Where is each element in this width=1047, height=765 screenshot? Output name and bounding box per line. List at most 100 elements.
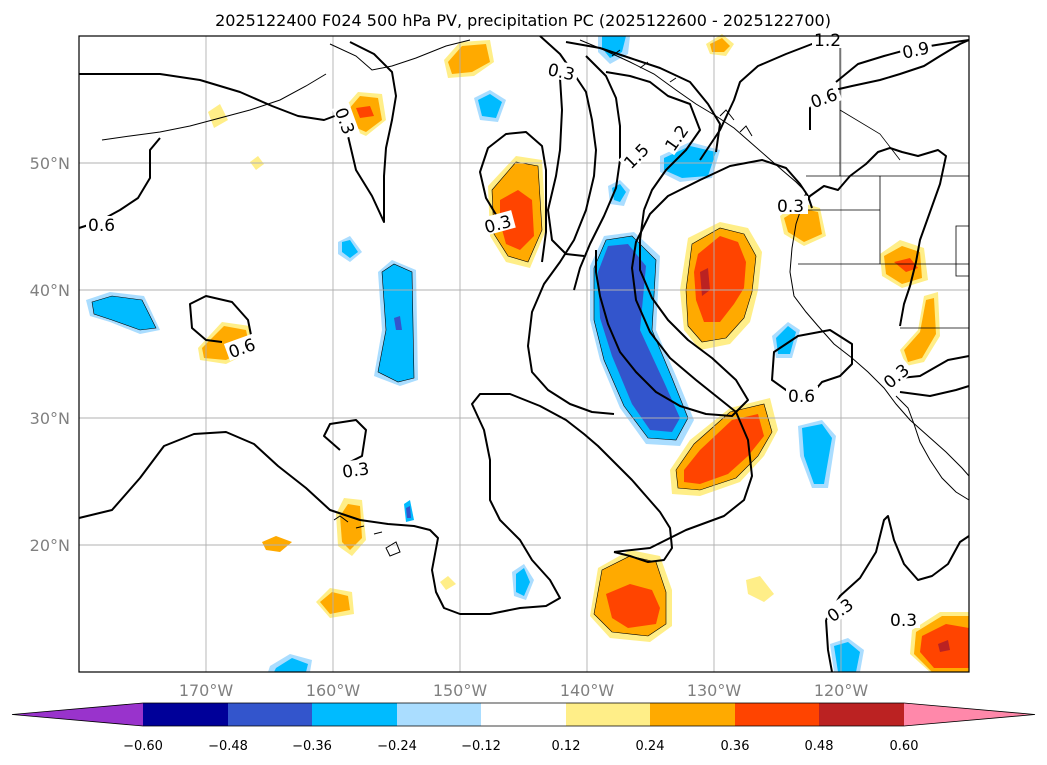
precip-positive-area [938, 640, 950, 652]
precip-outline [685, 227, 757, 343]
precip-outline [675, 403, 773, 491]
clabel-bg [888, 610, 920, 628]
precip-positive-area [606, 584, 660, 628]
lat-axis-labels: 50°N 40°N 30°N 20°N [30, 154, 70, 555]
precip-positive-area [440, 576, 456, 590]
colorbar-tick-label: −0.60 [123, 739, 163, 754]
clabel-bg [821, 592, 859, 626]
coastline-aleutians [101, 73, 327, 141]
pv-contour-1.2 [699, 39, 831, 161]
contour-label: 1.2 [814, 31, 841, 51]
precip-negative-area [802, 424, 832, 484]
border-canada-provinces [839, 36, 901, 176]
precip-shading [86, 34, 969, 672]
precip-positive-area [746, 576, 774, 602]
precip-positive-area [320, 592, 350, 614]
colorbar-tick-label: 0.60 [890, 739, 919, 754]
lat-label: 50°N [30, 154, 70, 173]
lon-label: 130°W [687, 681, 742, 700]
coastline-baja [895, 395, 970, 501]
clabel-bg [812, 30, 846, 48]
pv-contour-1.2 [573, 55, 621, 291]
clabel-bg [86, 216, 118, 234]
pv-contour-0.3 [339, 41, 397, 223]
coastline-hawaii [333, 515, 401, 557]
precip-positive-area [356, 106, 374, 118]
precip-negative-area [598, 244, 680, 432]
pv-contour-0.3 [78, 393, 673, 615]
lon-label: 120°W [814, 681, 869, 700]
pv-contour-0.3 [479, 131, 547, 263]
pv-contour-0.3 [323, 419, 367, 467]
pv-contour-0.9 [565, 41, 721, 153]
contour-label: 0.6 [788, 387, 815, 407]
colorbar-segment [819, 703, 904, 726]
lon-label: 170°W [179, 681, 234, 700]
pv-contour-1.2 [595, 209, 749, 417]
pv-contours [78, 35, 970, 673]
precip-outline [91, 295, 157, 331]
clabel-bg [480, 210, 516, 236]
precip-positive-area [784, 208, 822, 242]
precip-negative-area [834, 642, 860, 672]
clabel-bg [786, 386, 818, 404]
colorbar-extension-low [12, 703, 143, 726]
lon-axis-labels: 170°W 160°W 150°W 140°W 130°W 120°W [179, 681, 869, 700]
clabel-bg [898, 36, 934, 62]
colorbar-tick-label: −0.24 [377, 739, 417, 754]
colorbar-tick-label: −0.48 [208, 739, 248, 754]
precip-negative-area [516, 568, 530, 596]
precip-negative-area [394, 316, 402, 330]
contour-label: 0.3 [341, 459, 371, 483]
figure-title: 2025122400 F024 500 hPa PV, precipitatio… [215, 11, 831, 30]
colorbar-tick-label: 0.36 [721, 739, 750, 754]
colorbar-segments [143, 703, 904, 726]
colorbar-tick-label: 0.12 [552, 739, 581, 754]
clabel-bg [776, 196, 808, 214]
lon-label: 140°W [560, 681, 615, 700]
colorbar-segment [650, 703, 735, 726]
colorbar-segment [143, 703, 228, 726]
pv-contour-0.3 [899, 385, 970, 397]
colorbar-segment [397, 703, 481, 726]
colorbar-segment [228, 703, 312, 726]
colorbar-extension-high [904, 703, 1035, 726]
lat-label: 30°N [30, 409, 70, 428]
clabel-bg [805, 83, 843, 111]
clabel-bg [659, 118, 693, 156]
precip-negative-area [342, 240, 358, 258]
coastline-westcoast [789, 191, 970, 477]
colorbar-segment [312, 703, 397, 726]
contour-label: 0.3 [890, 611, 917, 631]
precip-negative-area [274, 658, 308, 672]
precip-positive-area [694, 236, 746, 322]
contour-label: 0.3 [777, 197, 804, 217]
map-frame [78, 35, 970, 673]
pv-contour-0.6 [527, 35, 615, 415]
precip-negative-area [406, 506, 411, 518]
pv-contour-0.3 [825, 515, 970, 621]
precip-positive-area [894, 258, 918, 272]
pv-contour-0.9 [547, 77, 585, 257]
precip-negative-area [602, 36, 626, 58]
precip-negative-area [92, 296, 156, 330]
colorbar-tick-label: −0.12 [461, 739, 501, 754]
gridlines [79, 36, 969, 672]
pv-contour-0.3 [825, 619, 833, 673]
precip-positive-area [904, 298, 936, 362]
colorbar-segment [566, 703, 650, 726]
precip-negative-area [478, 94, 502, 118]
clabel-bg [544, 58, 580, 84]
pv-contour-0.6 [799, 147, 947, 327]
coastline-alaska [329, 39, 471, 71]
precip-positive-area [208, 104, 228, 128]
coastlines [101, 39, 970, 557]
pv-contour-0.3 [613, 159, 813, 553]
clabel-bg [338, 457, 374, 481]
lat-label: 20°N [30, 536, 70, 555]
precip-outline [377, 263, 415, 383]
colorbar-segment [481, 703, 566, 726]
map-panel: 1.2 0.9 0.3 0.6 0.3 1.5 1.2 0.3 0.6 0.3 … [78, 30, 970, 673]
precip-positive-area [262, 536, 292, 552]
